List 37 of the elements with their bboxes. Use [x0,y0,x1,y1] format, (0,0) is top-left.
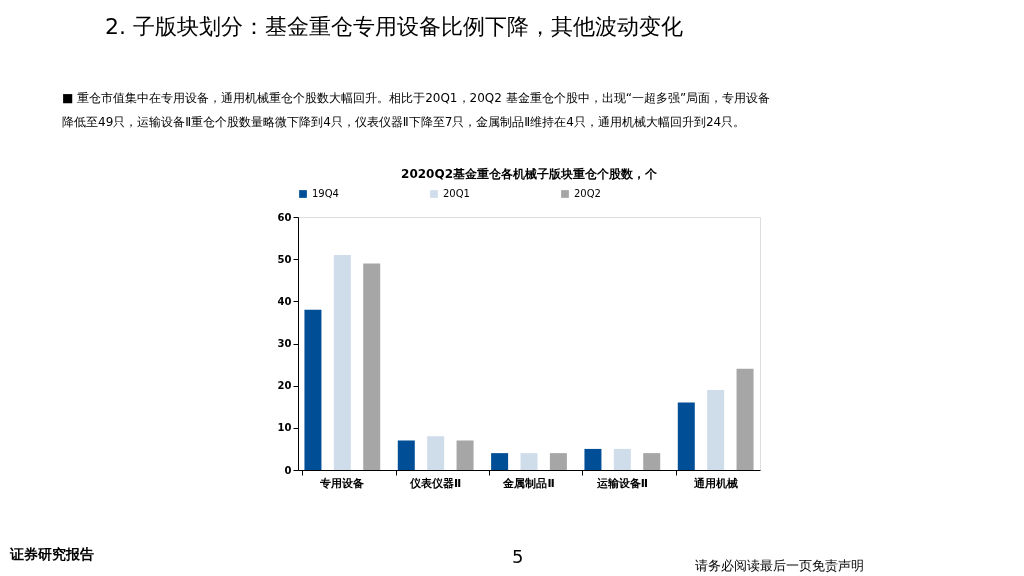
text: 2. 子版块划分：基金重仓专用设备比例下降，其他波动变化 [105,14,683,39]
x-tick-label: 运输设备Ⅱ [595,476,648,490]
bar [584,448,602,470]
bar [491,453,509,470]
text: ■ 重仓市值集中在专用设备，通用机械重仓个股数大幅回升。相比于20Q1，20Q2 基金重仓个股中，出现“一超多强”局面，专用设备 [62,91,771,105]
legend-label: 20Q2 [574,188,601,199]
y-tick-label: 30 [277,338,292,349]
bar [304,309,322,470]
legend-label: 19Q4 [312,188,339,199]
bar [333,254,351,470]
bar [427,436,445,470]
text: 降低至49只，运输设备Ⅱ重仓个股数量略微下降到4只，仪表仪器Ⅱ下降至7只，金属制品Ⅱ维持在4只，通用机械大幅回升到24只。 [62,115,746,129]
x-tick-label: 专用设备 [319,476,365,490]
bar [520,453,538,470]
bar [363,263,381,470]
text: 5 [512,546,524,567]
y-tick-label: 60 [277,211,292,223]
chart-title: 2020Q2基金重仓各机械子版块重仓个股数，个 [401,167,658,181]
bar [613,448,631,470]
y-tick-label: 20 [277,380,292,392]
x-tick-label: 通用机械 [692,476,738,490]
y-tick-label: 50 [277,253,292,265]
bar [397,440,415,470]
text: 证券研究报告 [9,546,94,562]
x-tick-label: 金属制品Ⅱ [502,476,555,490]
bar [677,402,695,470]
bar [707,389,725,470]
bar [549,453,567,470]
legend-label: 20Q1 [443,188,470,199]
y-tick-label: 0 [284,464,292,476]
bar [456,440,474,470]
y-tick-label: 40 [277,295,292,307]
bar [736,368,754,470]
bar [643,453,661,470]
y-tick-label: 10 [277,422,292,434]
x-tick-label: 仪表仪器Ⅱ [409,476,462,490]
text: 请务必阅读最后一页免责声明 [695,558,864,573]
